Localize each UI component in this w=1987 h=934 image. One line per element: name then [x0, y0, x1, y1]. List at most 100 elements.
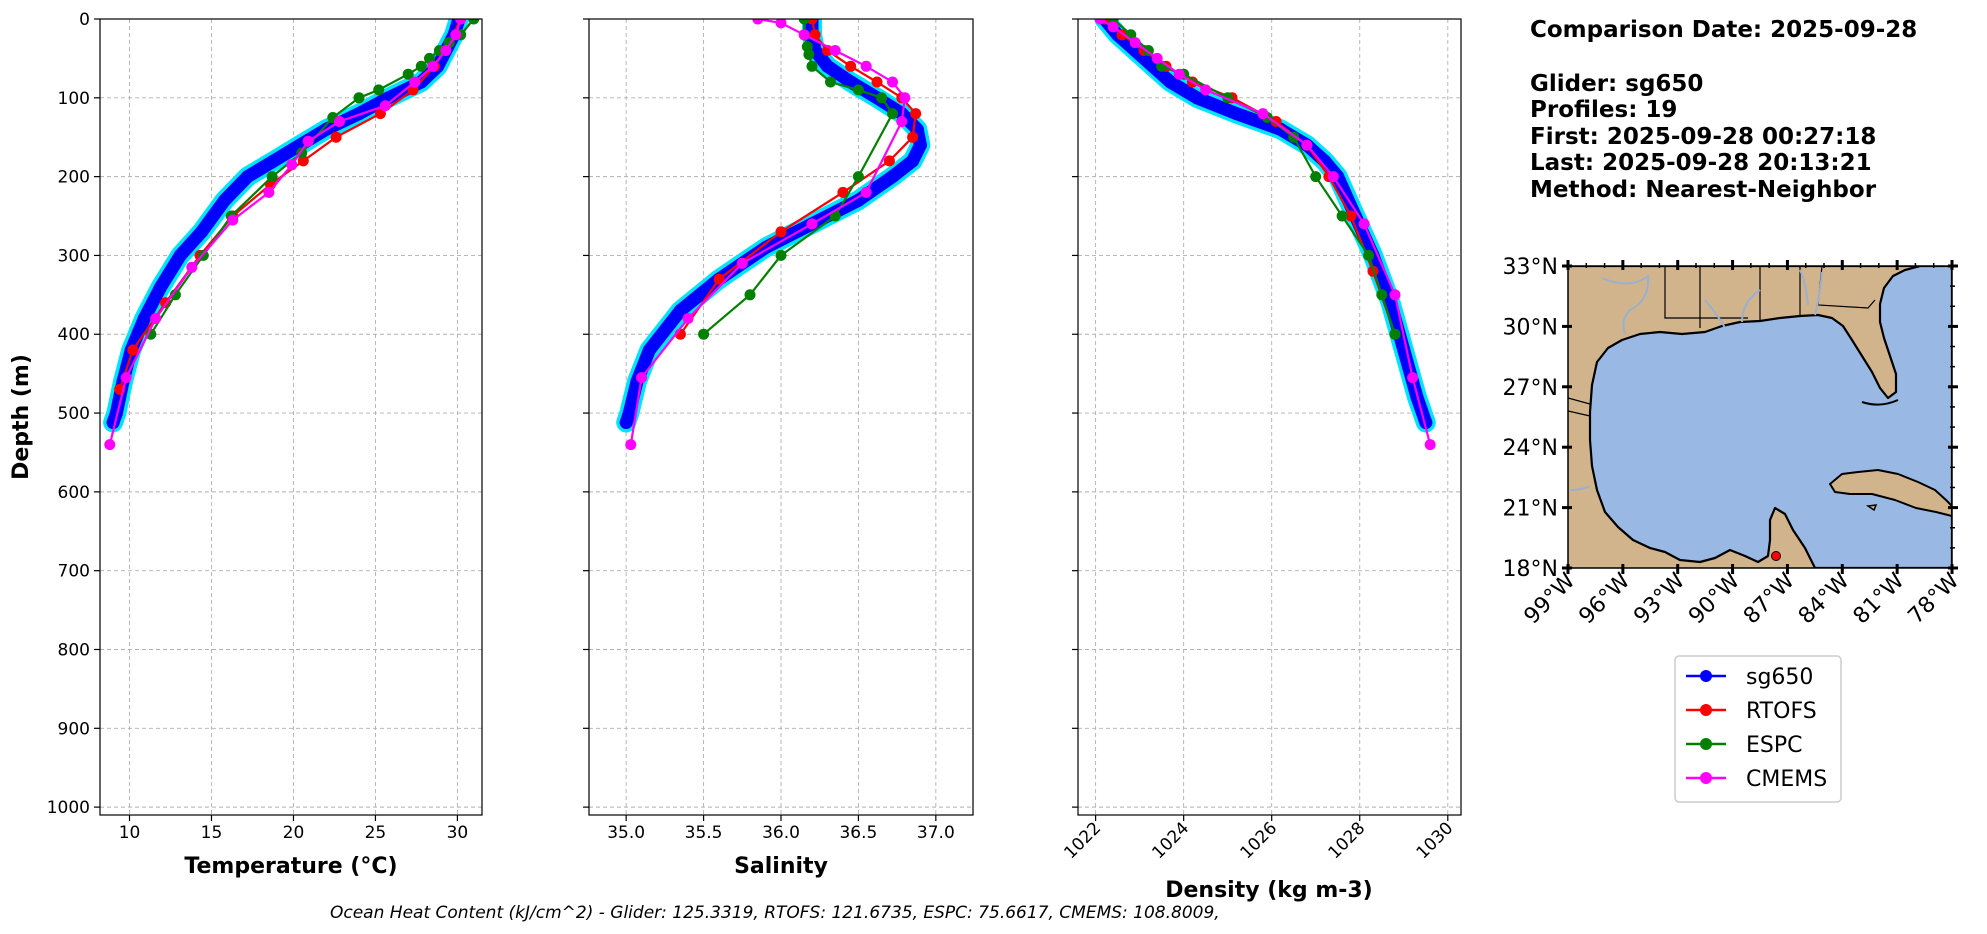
density-cmems-point	[1129, 37, 1141, 49]
temperature-cmems-point	[427, 60, 439, 72]
salinity-cmems-line	[629, 19, 907, 445]
salinity-sg650-point	[821, 59, 834, 73]
temperature-sg650-point	[241, 170, 255, 184]
salinity-cmems-point	[682, 313, 694, 324]
density-sg650-point	[1230, 107, 1243, 121]
salinity-lines	[616, 19, 931, 451]
salinity-sg650-point	[906, 154, 920, 168]
info-line-last: Last: 2025-09-28 20:13:21	[1530, 150, 1872, 176]
info-line-comparison-date: Comparison Date: 2025-09-28	[1530, 17, 1917, 43]
temperature-cmems-point	[409, 76, 421, 88]
salinity-cmems-point	[806, 218, 818, 230]
density-rtofs-point	[1345, 210, 1357, 222]
temperature-xlabel: Temperature (°C)	[184, 854, 397, 879]
legend-rtofs-marker	[1700, 704, 1712, 716]
salinity-sg650-point	[913, 138, 927, 152]
density-xtick-label: 1028	[1325, 818, 1370, 863]
temperature-cmems-point	[455, 19, 467, 25]
info-line-method: Method: Nearest-Neighbor	[1530, 177, 1877, 203]
salinity-espc-point	[876, 92, 888, 104]
density-cmems-point	[1200, 84, 1212, 96]
temperature-sg650-point	[137, 312, 151, 325]
salinity-rtofs-point	[871, 76, 883, 88]
temperature-xtick-label: 15	[201, 823, 223, 843]
rivers	[1569, 269, 1823, 491]
density-xtick-label: 1022	[1060, 818, 1105, 863]
salinity-cmems-point	[829, 45, 841, 56]
temperature-sg650-point	[218, 193, 232, 207]
map-area	[1568, 266, 1952, 568]
info-line-glider: Glider: sg650	[1530, 71, 1703, 97]
salinity-sg650-point	[851, 193, 865, 207]
temperature-rtofs-point	[374, 108, 386, 120]
salinity-panel: 35.0 35.5 36.0 36.5 37.0 Salinity	[583, 18, 974, 879]
map-lat-label: 33°N	[1503, 255, 1558, 280]
temperature-espc-point	[415, 60, 427, 72]
density-espc-point	[1336, 210, 1348, 222]
salinity-cmems-point	[860, 186, 872, 198]
temperature-ytick-label: 1000	[47, 798, 90, 818]
map-lon-label: 78°W	[1904, 568, 1965, 629]
density-cmems-point	[1407, 372, 1419, 384]
temperature-cmems-point	[263, 186, 275, 198]
temperature-cmems-point	[150, 313, 162, 324]
density-cmems-point	[1389, 289, 1401, 301]
temperature-cmems-point	[186, 261, 198, 273]
density-axes-frame	[1077, 18, 1462, 816]
density-cmems-line	[1099, 19, 1432, 445]
temperature-ytick-label: 600	[58, 483, 90, 503]
state-borders	[1664, 266, 1876, 328]
temperature-cmems-point	[286, 159, 298, 171]
salinity-rtofs-point	[713, 273, 725, 285]
info-line-first: First: 2025-09-28 00:27:18	[1530, 124, 1876, 150]
salinity-axes-frame	[588, 18, 974, 816]
map-lon-label: 96°W	[1574, 568, 1635, 629]
temperature-ticks: 10 15 20 25 30010020030040050060070080090010…	[47, 10, 468, 843]
temperature-ytick-label: 500	[58, 404, 90, 424]
salinity-espc-point	[806, 60, 818, 72]
density-cmems-point	[1094, 19, 1106, 25]
temperature-xtick-label: 25	[365, 823, 387, 843]
temperature-ytick-label: 100	[58, 89, 90, 109]
temperature-cmems-point	[450, 29, 462, 41]
salinity-cmems-point	[636, 372, 648, 384]
legend-sg650-label: sg650	[1746, 665, 1813, 690]
salinity-xtick-label: 35.0	[607, 823, 645, 843]
salinity-rtofs-point	[910, 108, 922, 120]
temperature-axes-frame	[99, 18, 483, 816]
temperature-cmems-point	[440, 45, 452, 56]
salinity-cmems-point	[625, 439, 637, 451]
salinity-ticks: 35.0 35.5 36.0 36.5 37.0	[583, 18, 955, 843]
legend-items: sg650 RTOFS ESPC CMEMS	[1686, 665, 1827, 792]
density-lines	[1094, 19, 1436, 451]
salinity-sg650-point	[886, 170, 899, 184]
temperature-espc-point	[373, 84, 385, 96]
temperature-ytick-label: 300	[58, 246, 90, 266]
salinity-cmems-point	[775, 19, 787, 29]
density-cmems-point	[1257, 108, 1269, 120]
density-cmems-point	[1358, 218, 1370, 230]
temperature-xtick-label: 10	[119, 823, 141, 843]
salinity-rtofs-point	[837, 186, 849, 198]
temperature-ytick-label: 700	[58, 562, 90, 582]
density-xtick-label: 1026	[1237, 818, 1282, 863]
temperature-xtick-label: 30	[447, 823, 469, 843]
isla-de-la-juventud	[1865, 504, 1878, 512]
map-lon-label: 84°W	[1794, 568, 1855, 629]
florida-keys	[1861, 399, 1899, 406]
salinity-sg650-point	[844, 75, 858, 89]
salinity-cmems-point	[736, 257, 748, 269]
salinity-espc-point	[825, 76, 836, 88]
ocean-heat-content-footer: Ocean Heat Content (kJ/cm^2) - Glider: 1…	[330, 903, 1220, 923]
salinity-xlabel: Salinity	[734, 854, 828, 879]
temperature-espc-point	[169, 289, 181, 301]
temperature-cmems-point	[104, 439, 116, 451]
salinity-sg650-point	[619, 416, 633, 429]
salinity-xtick-label: 36.5	[839, 823, 877, 843]
density-xlabel: Density (kg m-3)	[1165, 878, 1373, 903]
salinity-xtick-label: 36.0	[762, 823, 800, 843]
temperature-ytick-label: 0	[79, 10, 90, 30]
temperature-cmems-point	[379, 100, 391, 112]
temperature-ytick-label: 400	[58, 325, 90, 345]
legend: sg650 RTOFS ESPC CMEMS	[1674, 655, 1842, 803]
